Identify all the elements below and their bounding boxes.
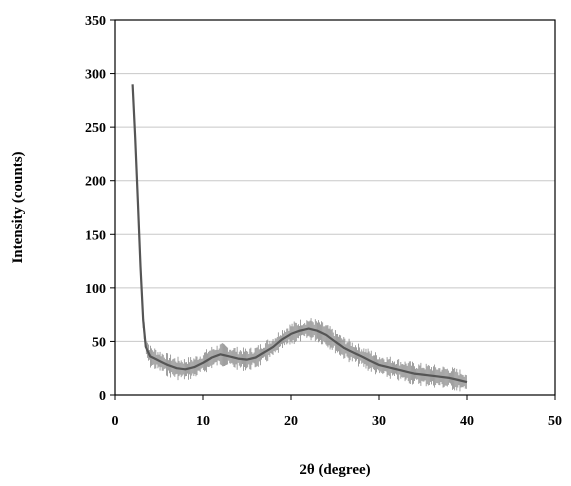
y-tick-label: 350 [85, 14, 106, 29]
y-tick-label: 200 [85, 175, 106, 190]
y-tick-label: 150 [85, 228, 106, 243]
x-axis-title: 2θ (degree) [299, 462, 370, 478]
grid-lines [115, 73, 555, 342]
y-tick-label: 100 [85, 282, 106, 297]
x-tick-label: 40 [460, 414, 474, 429]
y-tick-label: 250 [85, 121, 106, 136]
x-tick-label: 30 [372, 414, 386, 429]
y-tick-label: 50 [92, 335, 106, 350]
y-axis-ticks: 0 50 100 150 200 250 300 350 [85, 14, 115, 404]
y-axis-title: Intensity (counts) [10, 151, 26, 263]
x-axis-ticks: 0 10 20 30 40 50 [112, 395, 562, 429]
intensity-trace [131, 84, 468, 384]
x-tick-label: 10 [196, 414, 210, 429]
x-tick-label: 20 [284, 414, 298, 429]
y-tick-label: 0 [99, 389, 106, 404]
y-tick-label: 300 [85, 68, 106, 83]
x-tick-label: 50 [548, 414, 562, 429]
plot-frame [114, 19, 556, 396]
x-tick-label: 0 [112, 414, 119, 429]
trace-noise [142, 312, 467, 392]
